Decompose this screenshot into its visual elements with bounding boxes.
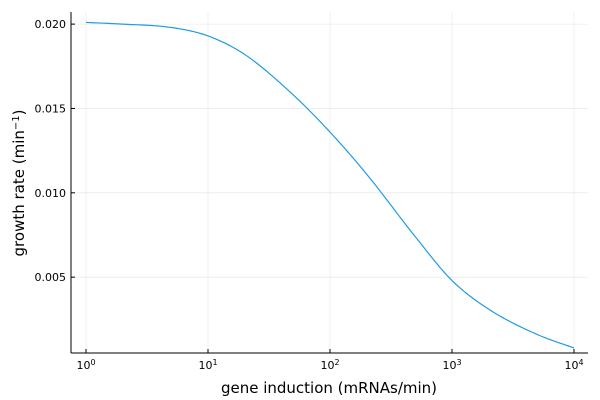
y-tick-label: 0.010: [35, 187, 67, 200]
y-axis-label-close: ): [10, 110, 28, 116]
x-tick-base: 10: [564, 359, 578, 372]
x-tick-label: 100: [76, 358, 95, 373]
y-axis-label: growth rate (min−1): [10, 110, 28, 257]
series-line: [85, 21, 575, 349]
x-tick-label: 103: [442, 358, 461, 373]
x-tick-exponent: 4: [578, 358, 583, 367]
y-tick-label: 0.020: [35, 18, 67, 31]
x-tick-base: 10: [76, 359, 90, 372]
x-tick-label: 102: [320, 358, 339, 373]
x-tick-label: 104: [564, 358, 583, 373]
x-tick-exponent: 2: [334, 358, 339, 367]
x-tick-exponent: 0: [90, 358, 95, 367]
series-layer: [85, 21, 575, 349]
grid-lines: [71, 12, 588, 353]
x-tick-base: 10: [320, 359, 334, 372]
x-tick-base: 10: [442, 359, 456, 372]
y-tick-label: 0.005: [35, 271, 67, 284]
x-tick-exponent: 3: [456, 358, 461, 367]
x-tick-base: 10: [198, 359, 212, 372]
x-axis-label: gene induction (mRNAs/min): [221, 379, 437, 397]
y-tick-label: 0.015: [35, 102, 67, 115]
y-axis-label-sup: −1: [11, 115, 22, 130]
x-tick-exponent: 1: [212, 358, 217, 367]
x-tick-label: 101: [198, 358, 217, 373]
y-axis-label-main: growth rate (min: [10, 130, 28, 256]
